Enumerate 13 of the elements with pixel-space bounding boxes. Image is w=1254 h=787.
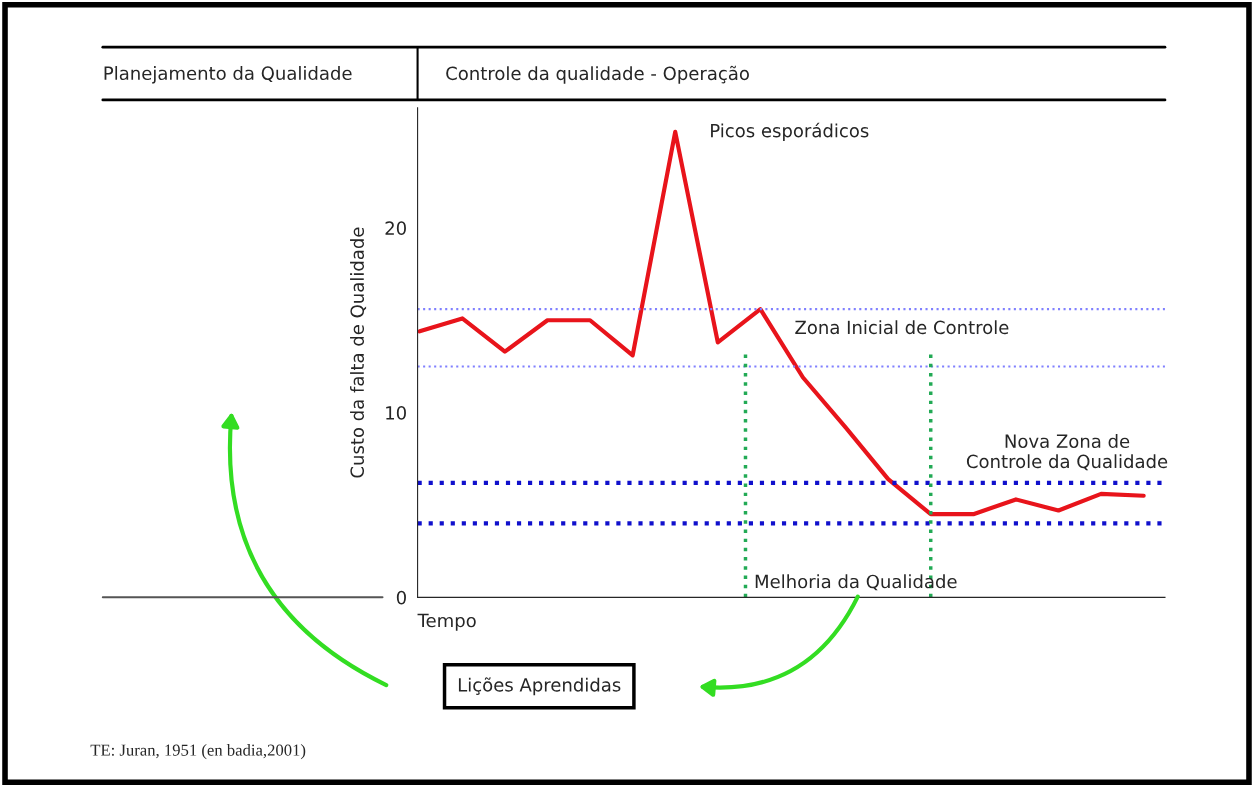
- text: Lições Aprendidas: [458, 677, 621, 696]
- ref-line-label: Nova Zona de Controle da Qualidade: [966, 434, 1168, 471]
- ref-line-label: Zona Inicial de Controle: [795, 320, 1009, 335]
- y-tick-label: 20: [385, 221, 406, 235]
- y-tick-label: 0: [396, 590, 406, 605]
- y-axis-title: Custo da falta de Qualidade: [350, 227, 367, 478]
- y-tick-label: 10: [386, 406, 406, 420]
- text: TE: Juran, 1951 (en badia,2001): [90, 744, 306, 760]
- text: Planejamento da Qualidade: [104, 66, 352, 84]
- x-axis-title: Tempo: [417, 613, 476, 631]
- annotation: Picos esporádicos: [711, 122, 869, 141]
- annotation: Melhoria da Qualidade: [755, 574, 957, 591]
- text: Controle da qualidade - Operação: [446, 65, 749, 84]
